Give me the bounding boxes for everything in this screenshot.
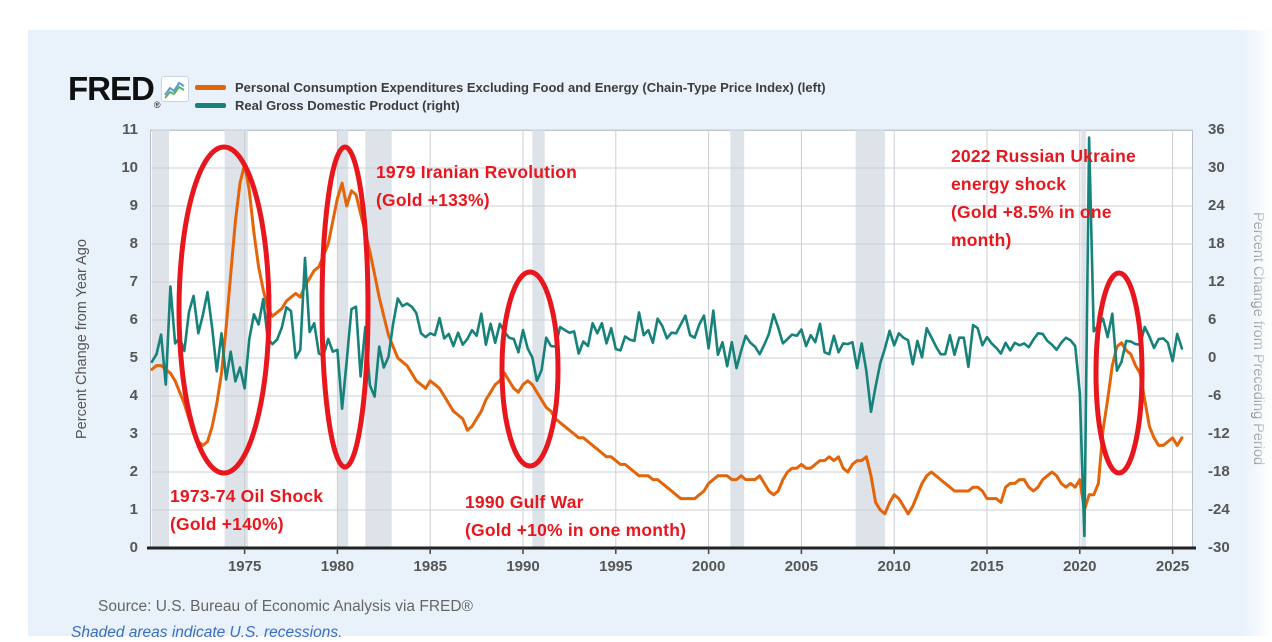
pce-series-swatch (195, 84, 226, 90)
x-axis-tick: 1980 (320, 558, 355, 575)
right-axis-tick: -18 (1208, 463, 1230, 480)
right-axis-tick: -24 (1208, 501, 1230, 518)
right-axis-tick: 30 (1208, 159, 1225, 176)
recession-band (532, 130, 545, 548)
annotation-iranian-revolution: 1979 Iranian Revolution (Gold +133%) (376, 162, 578, 210)
highlight-ellipse (499, 269, 561, 469)
highlight-ellipse (1093, 270, 1145, 476)
recession-band (730, 130, 745, 548)
right-axis-tick: 12 (1208, 273, 1225, 290)
right-axis-tick: -12 (1208, 425, 1230, 442)
recession-note: Shaded areas indicate U.S. recessions. (71, 624, 343, 641)
left-axis-tick: 3 (129, 425, 138, 442)
left-axis-tick: 8 (129, 235, 138, 252)
chart-svg (147, 129, 1196, 554)
left-axis-title: Percent Change from Year Ago (74, 239, 90, 439)
left-axis-tick: 6 (129, 311, 138, 328)
chart-card: FRED® Personal Consumption Expenditures … (28, 30, 1272, 641)
annotation-oil-shock: 1973-74 Oil Shock (Gold +140%) (170, 486, 324, 534)
fred-logo[interactable]: FRED® (68, 70, 161, 110)
x-axis-tick: 1990 (506, 558, 540, 575)
highlight-ellipse (176, 144, 272, 476)
line-chart-icon (161, 76, 189, 102)
x-axis-tick: 1995 (599, 558, 633, 575)
gdp-series-swatch (195, 102, 226, 108)
left-axis-tick: 1 (129, 501, 138, 518)
left-axis-tick: 4 (129, 387, 138, 404)
right-axis-tick: -6 (1208, 387, 1222, 404)
right-axis-tick: 24 (1208, 197, 1225, 214)
x-axis-tick: 2005 (784, 558, 819, 575)
recession-band (855, 130, 885, 548)
right-axis-tick: 6 (1208, 311, 1217, 328)
x-axis-tick: 2015 (970, 558, 1004, 575)
left-axis-tick: 10 (121, 159, 138, 176)
right-axis-tick: 0 (1208, 349, 1217, 366)
pce-series-label: Personal Consumption Expenditures Exclud… (235, 79, 826, 95)
gdp-series-label: Real Gross Domestic Product (right) (235, 97, 460, 113)
highlight-ellipse (319, 144, 371, 470)
left-axis-tick: 5 (129, 349, 138, 366)
recession-band (1081, 130, 1086, 548)
right-axis-tick: -30 (1208, 539, 1230, 556)
right-axis-title: Percent Change from Preceding Period (1250, 212, 1266, 466)
registered-mark: ® (153, 100, 161, 110)
x-axis-tick: 2020 (1063, 558, 1097, 575)
annotation-gulf-war: 1990 Gulf War (Gold +10% in one month) (465, 492, 687, 540)
right-axis-tick: 36 (1208, 121, 1225, 138)
legend-item-pce: Personal Consumption Expenditures Exclud… (195, 78, 826, 96)
legend: Personal Consumption Expenditures Exclud… (195, 78, 826, 114)
x-axis-tick: 2025 (1155, 558, 1190, 575)
recession-band (224, 130, 248, 548)
left-axis-tick: 2 (129, 463, 138, 480)
left-axis-tick: 7 (129, 273, 138, 290)
left-axis-tick: 0 (129, 539, 138, 556)
right-axis-tick: 18 (1208, 235, 1225, 252)
x-axis-tick: 1975 (227, 558, 262, 575)
x-axis-tick: 2000 (691, 558, 726, 575)
legend-item-gdp: Real Gross Domestic Product (right) (195, 96, 826, 114)
x-axis-tick: 1985 (413, 558, 447, 575)
source-text: Source: U.S. Bureau of Economic Analysis… (98, 598, 473, 615)
left-axis-tick: 9 (129, 197, 138, 214)
x-axis-tick: 2010 (877, 558, 911, 575)
left-axis-tick: 11 (122, 121, 138, 138)
recession-band (337, 130, 349, 548)
annotation-russia-ukraine: 2022 Russian Ukraine energy shock (Gold … (951, 146, 1136, 250)
